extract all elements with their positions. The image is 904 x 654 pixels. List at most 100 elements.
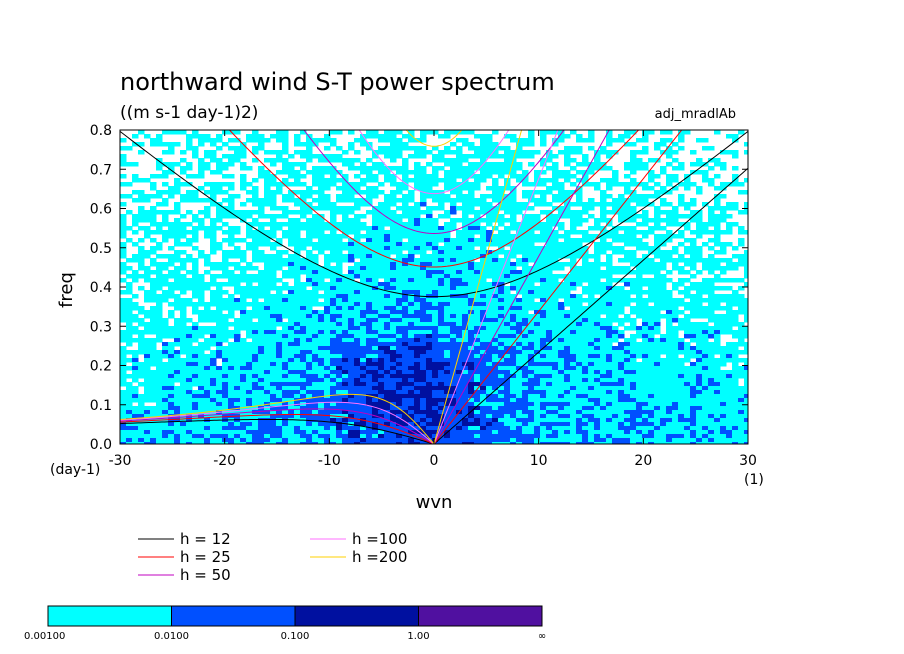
field-cell (348, 194, 355, 199)
field-cell (582, 298, 589, 303)
field-cell (132, 174, 139, 179)
field-cell (252, 130, 259, 135)
field-cell (720, 346, 727, 351)
field-cell (306, 278, 313, 283)
field-cell (126, 162, 133, 167)
field-cell (162, 190, 169, 195)
field-cell (288, 370, 295, 375)
field-cell (720, 278, 727, 283)
field-cell (744, 270, 748, 275)
field-cell (546, 334, 553, 339)
field-cell (276, 366, 283, 371)
field-cell (666, 130, 673, 135)
field-cell (642, 198, 649, 203)
field-cell (246, 210, 253, 215)
field-cell (744, 366, 748, 371)
field-cell (552, 178, 559, 183)
field-cell (702, 278, 709, 283)
field-cell (276, 158, 283, 163)
field-cell (486, 170, 493, 175)
field-cell (606, 302, 613, 307)
field-cell (528, 346, 535, 351)
field-cell (384, 242, 391, 247)
field-cell (384, 174, 391, 179)
field-cell (642, 194, 649, 199)
field-cell (138, 178, 145, 183)
field-cell (438, 354, 445, 359)
field-cell (366, 362, 373, 367)
field-cell (312, 342, 319, 347)
field-cell (168, 354, 175, 359)
field-cell (402, 214, 409, 219)
field-cell (354, 326, 361, 331)
field-cell (732, 138, 739, 143)
field-cell (528, 150, 535, 155)
field-cell (234, 302, 241, 307)
field-cell (552, 246, 559, 251)
field-cell (744, 310, 748, 315)
field-cell (324, 374, 331, 379)
field-cell (576, 194, 583, 199)
field-cell (294, 246, 301, 251)
field-cell (480, 382, 487, 387)
field-cell (606, 166, 613, 171)
field-cell (678, 242, 685, 247)
field-cell (438, 198, 445, 203)
field-cell (600, 286, 607, 291)
field-cell (240, 350, 247, 355)
field-cell (660, 346, 667, 351)
field-cell (690, 238, 697, 243)
field-cell (486, 142, 493, 147)
field-cell (438, 246, 445, 251)
field-cell (738, 130, 745, 135)
field-cell (336, 374, 343, 379)
field-cell (324, 362, 331, 367)
field-cell (186, 230, 193, 235)
field-cell (606, 334, 613, 339)
field-cell (306, 338, 313, 343)
field-cell (384, 274, 391, 279)
field-cell (594, 154, 601, 159)
field-cell (426, 226, 433, 231)
field-cell (222, 130, 229, 135)
field-cell (210, 330, 217, 335)
field-cell (126, 374, 133, 379)
field-cell (564, 134, 571, 139)
field-cell (390, 262, 397, 267)
field-cell (288, 318, 295, 323)
field-cell (138, 210, 145, 215)
field-cell (672, 186, 679, 191)
field-cell (174, 254, 181, 259)
field-cell (384, 334, 391, 339)
field-cell (714, 274, 721, 279)
field-cell (324, 170, 331, 175)
field-cell (120, 250, 127, 255)
field-cell (390, 214, 397, 219)
field-cell (570, 238, 577, 243)
field-cell (324, 302, 331, 307)
field-cell (396, 310, 403, 315)
field-cell (696, 210, 703, 215)
field-cell (384, 238, 391, 243)
field-cell (360, 342, 367, 347)
field-cell (528, 214, 535, 219)
field-cell (168, 358, 175, 363)
field-cell (222, 258, 229, 263)
field-cell (402, 142, 409, 147)
field-cell (714, 366, 721, 371)
field-cell (210, 218, 217, 223)
field-cell (522, 282, 529, 287)
field-cell (354, 294, 361, 299)
field-cell (288, 330, 295, 335)
field-cell (432, 362, 439, 367)
field-cell (480, 298, 487, 303)
field-cell (336, 338, 343, 343)
field-cell (348, 242, 355, 247)
field-cell (264, 326, 271, 331)
field-cell (450, 278, 457, 283)
field-cell (672, 326, 679, 331)
field-cell (540, 254, 547, 259)
field-cell (156, 246, 163, 251)
field-cell (684, 246, 691, 251)
field-cell (294, 182, 301, 187)
